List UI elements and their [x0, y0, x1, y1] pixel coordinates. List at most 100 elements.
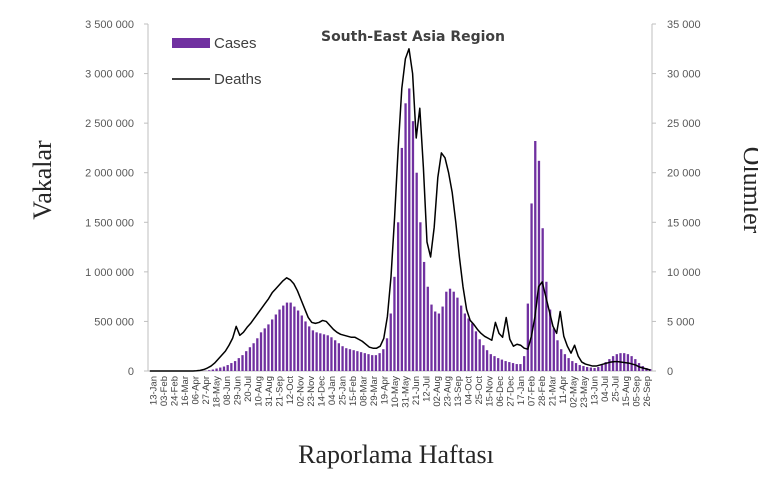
cases-bar	[415, 172, 418, 371]
cases-bar	[356, 351, 359, 371]
legend: Cases Deaths	[172, 35, 262, 88]
x-tick-label: 13-Sep	[453, 376, 464, 407]
x-tick-label: 23-May	[579, 376, 590, 408]
cases-bar	[548, 309, 552, 371]
cases-bar	[611, 356, 615, 371]
x-tick-label: 04-Jul	[600, 376, 611, 402]
cases-bar	[267, 324, 270, 371]
cases-bar	[582, 366, 585, 371]
cases-bar	[282, 305, 285, 371]
cases-bar	[371, 355, 374, 371]
cases-bar	[493, 356, 496, 371]
cases-bar	[593, 368, 596, 371]
cases-bar	[430, 304, 433, 371]
cases-bar	[222, 366, 226, 371]
x-tick-label: 27-Dec	[505, 376, 516, 407]
cases-bar	[315, 332, 318, 371]
cases-bar	[541, 228, 544, 371]
right-y-tick-label: 10 000	[667, 267, 701, 279]
cases-bar	[545, 281, 548, 371]
x-tick-label: 17-Jan	[516, 376, 527, 405]
x-axis-label: Raporlama Haftası	[298, 440, 494, 469]
cases-bar	[511, 363, 515, 371]
cases-bar	[226, 365, 229, 371]
x-tick-label: 12-Oct	[285, 376, 296, 405]
left-y-tick-label: 2 500 000	[85, 118, 134, 130]
x-tick-label: 05-Sep	[631, 376, 642, 407]
cases-bar	[471, 323, 474, 371]
cases-bar	[367, 354, 370, 371]
cases-bar	[615, 354, 618, 371]
cases-bar	[374, 355, 378, 371]
cases-bar	[378, 353, 381, 371]
x-tick-label: 07-Feb	[526, 376, 537, 406]
cases-bar	[563, 354, 567, 371]
cases-bar	[311, 330, 315, 371]
cases-bar	[289, 302, 292, 371]
cases-bar	[497, 358, 500, 371]
cases-bar	[404, 103, 407, 371]
x-tick-label: 08-Jun	[222, 376, 233, 405]
cases-bar	[334, 340, 337, 371]
x-tick-label: 15-Nov	[484, 376, 495, 407]
x-tick-label: 25-Jul	[610, 376, 621, 402]
cases-bar	[508, 362, 511, 371]
x-tick-label: 11-Apr	[558, 376, 569, 404]
x-tick-label: 31-May	[400, 376, 411, 408]
cases-bar	[304, 321, 307, 371]
x-axis-tick-labels: 13-Jan 03-Feb 24-Feb 16-Mar 06-Apr 27-Apr 18-M…	[148, 376, 653, 408]
left-y-tick-label: 2 000 000	[85, 168, 134, 180]
x-tick-label: 25-Oct	[474, 376, 485, 405]
x-tick-label: 27-Apr	[201, 376, 212, 405]
x-tick-label: 08-Mar	[358, 376, 369, 406]
cases-bar	[530, 203, 533, 371]
cases-bar	[359, 352, 363, 371]
cases-bar	[515, 364, 518, 371]
cases-bar	[537, 160, 541, 371]
right-y-tick-label: 20 000	[667, 168, 701, 180]
cases-bar	[519, 364, 522, 371]
x-tick-label: 04-Jan	[327, 376, 338, 405]
x-tick-label: 16-Mar	[180, 376, 191, 406]
cases-bar	[382, 349, 385, 371]
cases-bar	[489, 354, 492, 371]
cases-bar	[467, 318, 470, 371]
cases-bar	[330, 337, 333, 371]
cases-bar	[452, 291, 455, 371]
cases-bar	[348, 349, 352, 371]
cases-bar	[363, 353, 366, 371]
cases-bar	[422, 261, 426, 371]
x-tick-label: 25-Jan	[337, 376, 348, 405]
cases-bar	[215, 368, 218, 371]
cases-bar	[233, 361, 237, 371]
cases-bar	[478, 339, 481, 371]
cases-bar	[460, 305, 463, 371]
y-axis-left-label: Vakalar	[28, 140, 57, 220]
x-tick-label: 06-Apr	[190, 376, 201, 405]
cases-bar	[597, 367, 600, 371]
cases-bar	[426, 286, 429, 371]
x-tick-label: 13-Jun	[589, 376, 600, 405]
x-tick-label: 31-Aug	[264, 376, 275, 407]
x-tick-label: 02-Nov	[295, 376, 306, 407]
x-tick-label: 23-Aug	[442, 376, 453, 407]
cases-bar	[589, 367, 592, 371]
left-y-axis: 0 500 000 1 000 000 1 500 000 2 000 000 2 500…	[85, 19, 148, 378]
cases-bar	[411, 121, 415, 371]
cases-bar	[552, 328, 555, 371]
cases-bar	[500, 359, 504, 371]
x-tick-label: 26-Sep	[642, 376, 653, 407]
x-tick-label: 10-May	[390, 376, 401, 408]
cases-bar	[604, 362, 607, 371]
cases-bar	[248, 347, 252, 371]
x-tick-label: 14-Dec	[316, 376, 327, 407]
cases-bar	[571, 361, 574, 371]
x-tick-label: 18-May	[211, 376, 222, 408]
cases-bar	[293, 306, 296, 371]
cases-bar	[326, 335, 329, 371]
x-tick-label: 12-Jul	[421, 376, 432, 402]
cases-bar	[230, 363, 233, 371]
x-tick-label: 20-Jul	[243, 376, 254, 402]
cases-bar	[389, 313, 392, 371]
